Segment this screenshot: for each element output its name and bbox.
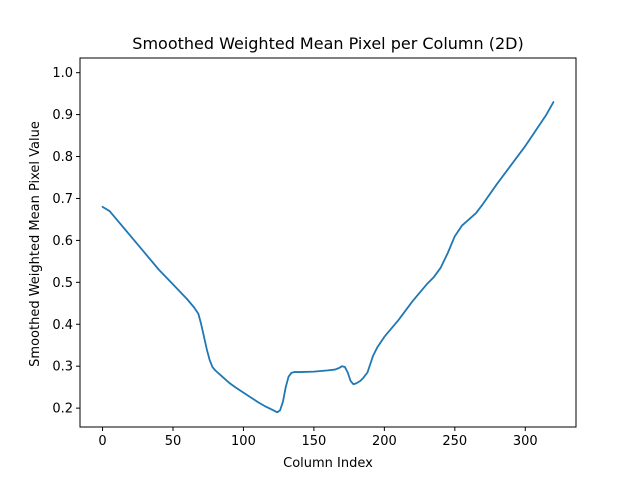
y-tick-label: 0.4 [52,318,73,333]
x-tick-label: 50 [165,434,182,449]
x-tick-label: 150 [301,434,326,449]
x-axis-label: Column Index [283,456,373,471]
x-tick-label: 200 [372,434,397,449]
x-tick-label: 300 [513,434,538,449]
y-tick-label: 0.7 [52,192,73,207]
y-tick-label: 0.8 [52,150,73,165]
chart-title: Smoothed Weighted Mean Pixel per Column … [132,34,523,53]
x-tick-label: 100 [231,434,256,449]
y-tick-label: 0.5 [52,276,73,291]
y-tick-label: 1.0 [52,66,73,81]
y-axis-label: Smoothed Weighted Mean Pixel Value [28,121,43,367]
y-tick-label: 0.9 [52,108,73,123]
y-tick-label: 0.3 [52,360,73,375]
plot-area: 0 50 100 150 200 250 300 0.2 0.3 0.4 0.5 0.6 0.7 0.8 0… [52,57,577,449]
axes-frame [79,57,577,428]
y-tick-label: 0.6 [52,234,73,249]
y-tick-label: 0.2 [52,402,73,417]
x-tick-label: 0 [98,434,106,449]
x-tick-label: 250 [442,434,467,449]
series-line [101,101,555,414]
